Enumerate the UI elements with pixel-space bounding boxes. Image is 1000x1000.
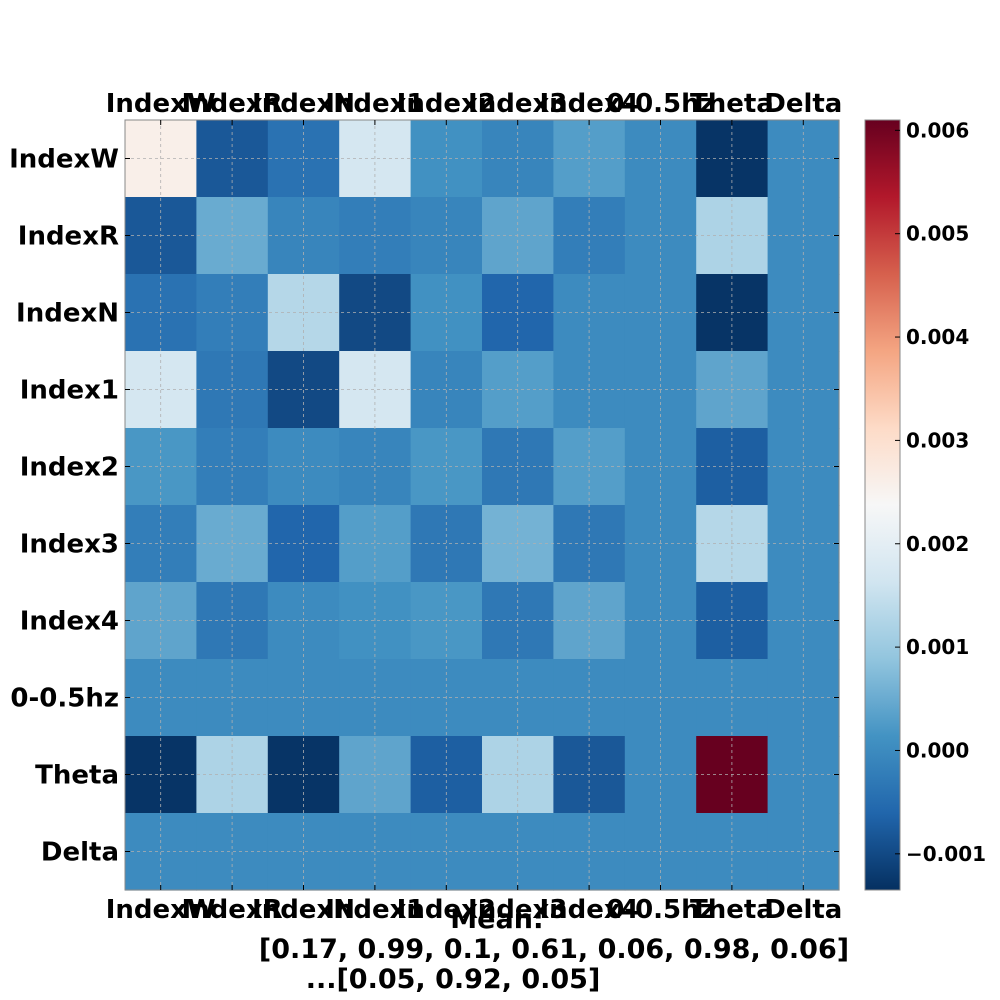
x-tick-label-top: Index4 [539, 89, 638, 119]
y-tick-label: Index2 [20, 453, 119, 483]
y-tick-label: Index4 [20, 607, 119, 637]
tick-marks [125, 120, 839, 890]
y-tick-label: IndexN [16, 299, 119, 329]
y-tick-label: Delta [41, 838, 119, 868]
colorbar [864, 119, 901, 891]
x-tick-label-bottom: Delta [764, 895, 842, 925]
x-tick-label-top: 0-0.5hz [606, 89, 715, 119]
colorbar-tick-label: 0.001 [906, 635, 969, 659]
x-tick-label-bottom: Index1 [325, 895, 424, 925]
x-tick-label-top: Index3 [468, 89, 567, 119]
x-tick-label-bottom: Theta [690, 895, 774, 925]
x-tick-label-top: IndexR [181, 89, 282, 119]
x-tick-label-bottom: Index2 [397, 895, 496, 925]
y-tick-label: IndexW [9, 145, 119, 175]
y-tick-label: Index1 [20, 376, 119, 406]
colorbar-tick-label: 0.000 [906, 738, 969, 762]
x-tick-label-top: Theta [690, 89, 774, 119]
x-tick-label-top: Delta [764, 89, 842, 119]
colorbar-tick-label: 0.006 [906, 118, 969, 142]
x-tick-labels-bottom: IndexWIndexRIndexNIndex1Index2Index3Inde… [106, 895, 843, 925]
colorbar-tick-label: 0.003 [906, 428, 969, 452]
x-tick-labels-top: IndexWIndexRIndexNIndex1Index2Index3Inde… [106, 89, 843, 119]
colorbar-tick-label: 0.004 [906, 325, 969, 349]
x-tick-label-top: Index2 [397, 89, 496, 119]
colorbar-ticks: −0.001 0.000 0.001 0.002 0.003 0.004 0.005 0.00… [895, 118, 986, 866]
colorbar-tick-label: 0.002 [906, 532, 969, 556]
y-tick-label: 0-0.5hz [10, 684, 119, 714]
x-tick-label-top: IndexW [106, 89, 216, 119]
y-tick-label: Index3 [20, 530, 119, 560]
caption-line-1: Mean: [450, 904, 544, 935]
x-tick-label-bottom: IndexN [252, 895, 355, 925]
colorbar-tick-label: −0.001 [906, 842, 986, 866]
plot-frame [124, 119, 840, 891]
x-tick-label-top: Index1 [325, 89, 424, 119]
colorbar-tick-label: 0.005 [906, 222, 969, 246]
x-tick-label-bottom: Index4 [539, 895, 638, 925]
x-axis-caption: Mean: [0.17, 0.99, 0.1, 0.61, 0.06, 0.98… [0, 0, 849, 995]
y-tick-label: IndexR [18, 222, 119, 252]
caption-line-2: [0.17, 0.99, 0.1, 0.61, 0.06, 0.98, 0.06… [258, 934, 850, 965]
y-tick-label: Theta [35, 761, 119, 791]
heatmap-gridlines [125, 120, 839, 890]
x-tick-label-bottom: IndexW [106, 895, 216, 925]
x-tick-label-bottom: IndexR [181, 895, 282, 925]
x-tick-label-bottom: Index3 [468, 895, 567, 925]
y-tick-labels: IndexW IndexR IndexN Index1 Index2 Index3 Inde… [9, 145, 119, 868]
caption-line-3: ...[0.05, 0.92, 0.05] [305, 964, 601, 995]
x-tick-label-top: IndexN [252, 89, 355, 119]
x-tick-label-bottom: 0-0.5hz [606, 895, 715, 925]
